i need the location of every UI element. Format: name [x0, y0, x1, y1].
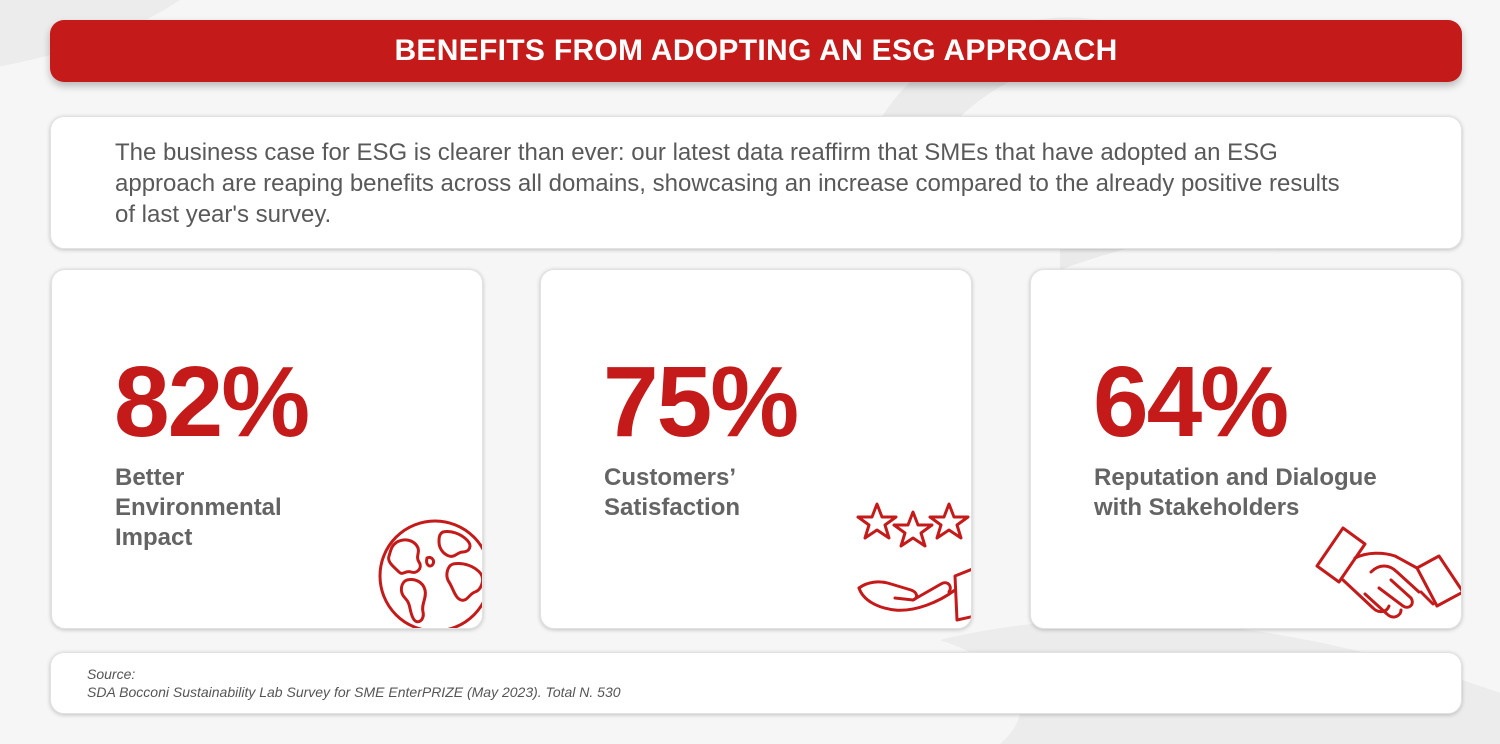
handshake-icon — [1315, 526, 1461, 619]
intro-panel: The business case for ESG is clearer tha… — [50, 116, 1462, 249]
stat-label: Reputation and Dialogue with Stakeholder… — [1094, 464, 1377, 521]
stat-label: Customers’ Satisfaction — [604, 464, 741, 521]
globe-icon — [378, 519, 482, 628]
stat-card-customers: 75% Customers’ Satisfaction — [540, 269, 972, 629]
source-panel: Source: SDA Bocconi Sustainability Lab S… — [50, 652, 1462, 714]
stat-value: 75% — [603, 346, 799, 458]
banner-title: BENEFITS FROM ADOPTING AN ESG APPROACH — [394, 34, 1118, 67]
stat-value: 64% — [1093, 346, 1289, 458]
source-heading: Source: — [87, 666, 136, 682]
stat-value: 82% — [114, 346, 310, 458]
stars-hand-icon — [856, 502, 971, 622]
intro-text: The business case for ESG is clearer tha… — [115, 139, 1340, 228]
stat-card-environment: 82% Better Environmental Impact — [51, 269, 483, 629]
stat-label: Better Environmental Impact — [115, 464, 282, 551]
source-text: SDA Bocconi Sustainability Lab Survey fo… — [87, 684, 621, 700]
stat-card-reputation: 64% Reputation and Dialogue with Stakeho… — [1030, 269, 1462, 629]
header-banner: BENEFITS FROM ADOPTING AN ESG APPROACH — [50, 20, 1462, 82]
